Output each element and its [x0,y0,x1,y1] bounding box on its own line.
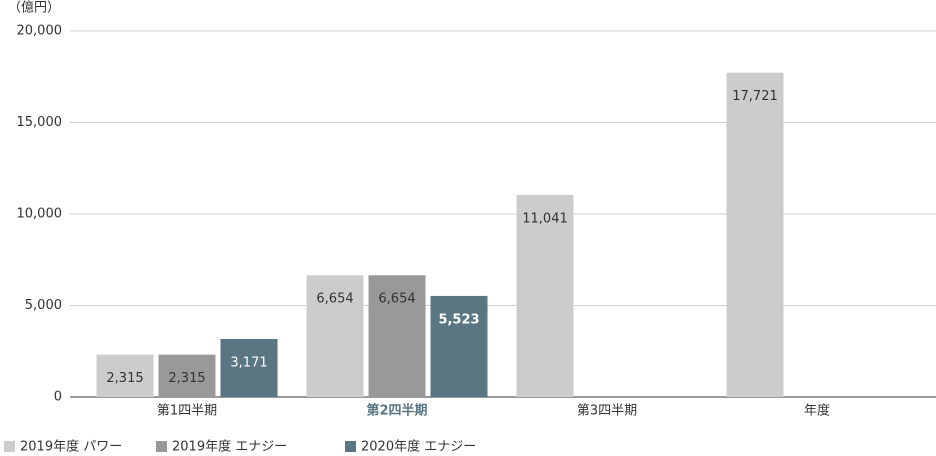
legend-label: 2019年度 エナジー [172,439,287,455]
y-tick-label: 15,000 [17,115,63,130]
legend-swatch [156,441,167,452]
value-label: 6,654 [316,292,353,307]
y-tick-label: 0 [54,390,62,405]
x-tick-label: 第1四半期 [157,404,217,419]
value-label: 6,654 [378,292,415,307]
x-tick-label: 年度 [804,403,830,419]
value-label: 2,315 [106,371,143,386]
y-tick-label: 10,000 [17,207,63,222]
value-label: 2,315 [168,371,205,386]
bar [430,295,488,397]
value-label: 5,523 [438,312,479,327]
bar [368,275,426,397]
x-tick-label: 第3四半期 [577,404,637,419]
legend-swatch [4,441,15,452]
legend-swatch [345,441,356,452]
y-tick-label: 5,000 [25,298,62,313]
x-tick-label: 第2四半期 [366,403,427,419]
value-label: 11,041 [522,211,568,226]
bar [96,354,154,397]
legend-label: 2019年度 パワー [20,439,122,455]
legend-label: 2020年度 エナジー [361,439,476,455]
y-unit: （億円） [8,0,60,16]
value-label: 17,721 [732,89,778,104]
bar [516,194,574,397]
bar [220,338,278,397]
y-tick-label: 20,000 [17,24,63,39]
bar [726,72,784,398]
bar [306,275,364,397]
bar [158,354,216,397]
value-label: 3,171 [230,355,267,370]
